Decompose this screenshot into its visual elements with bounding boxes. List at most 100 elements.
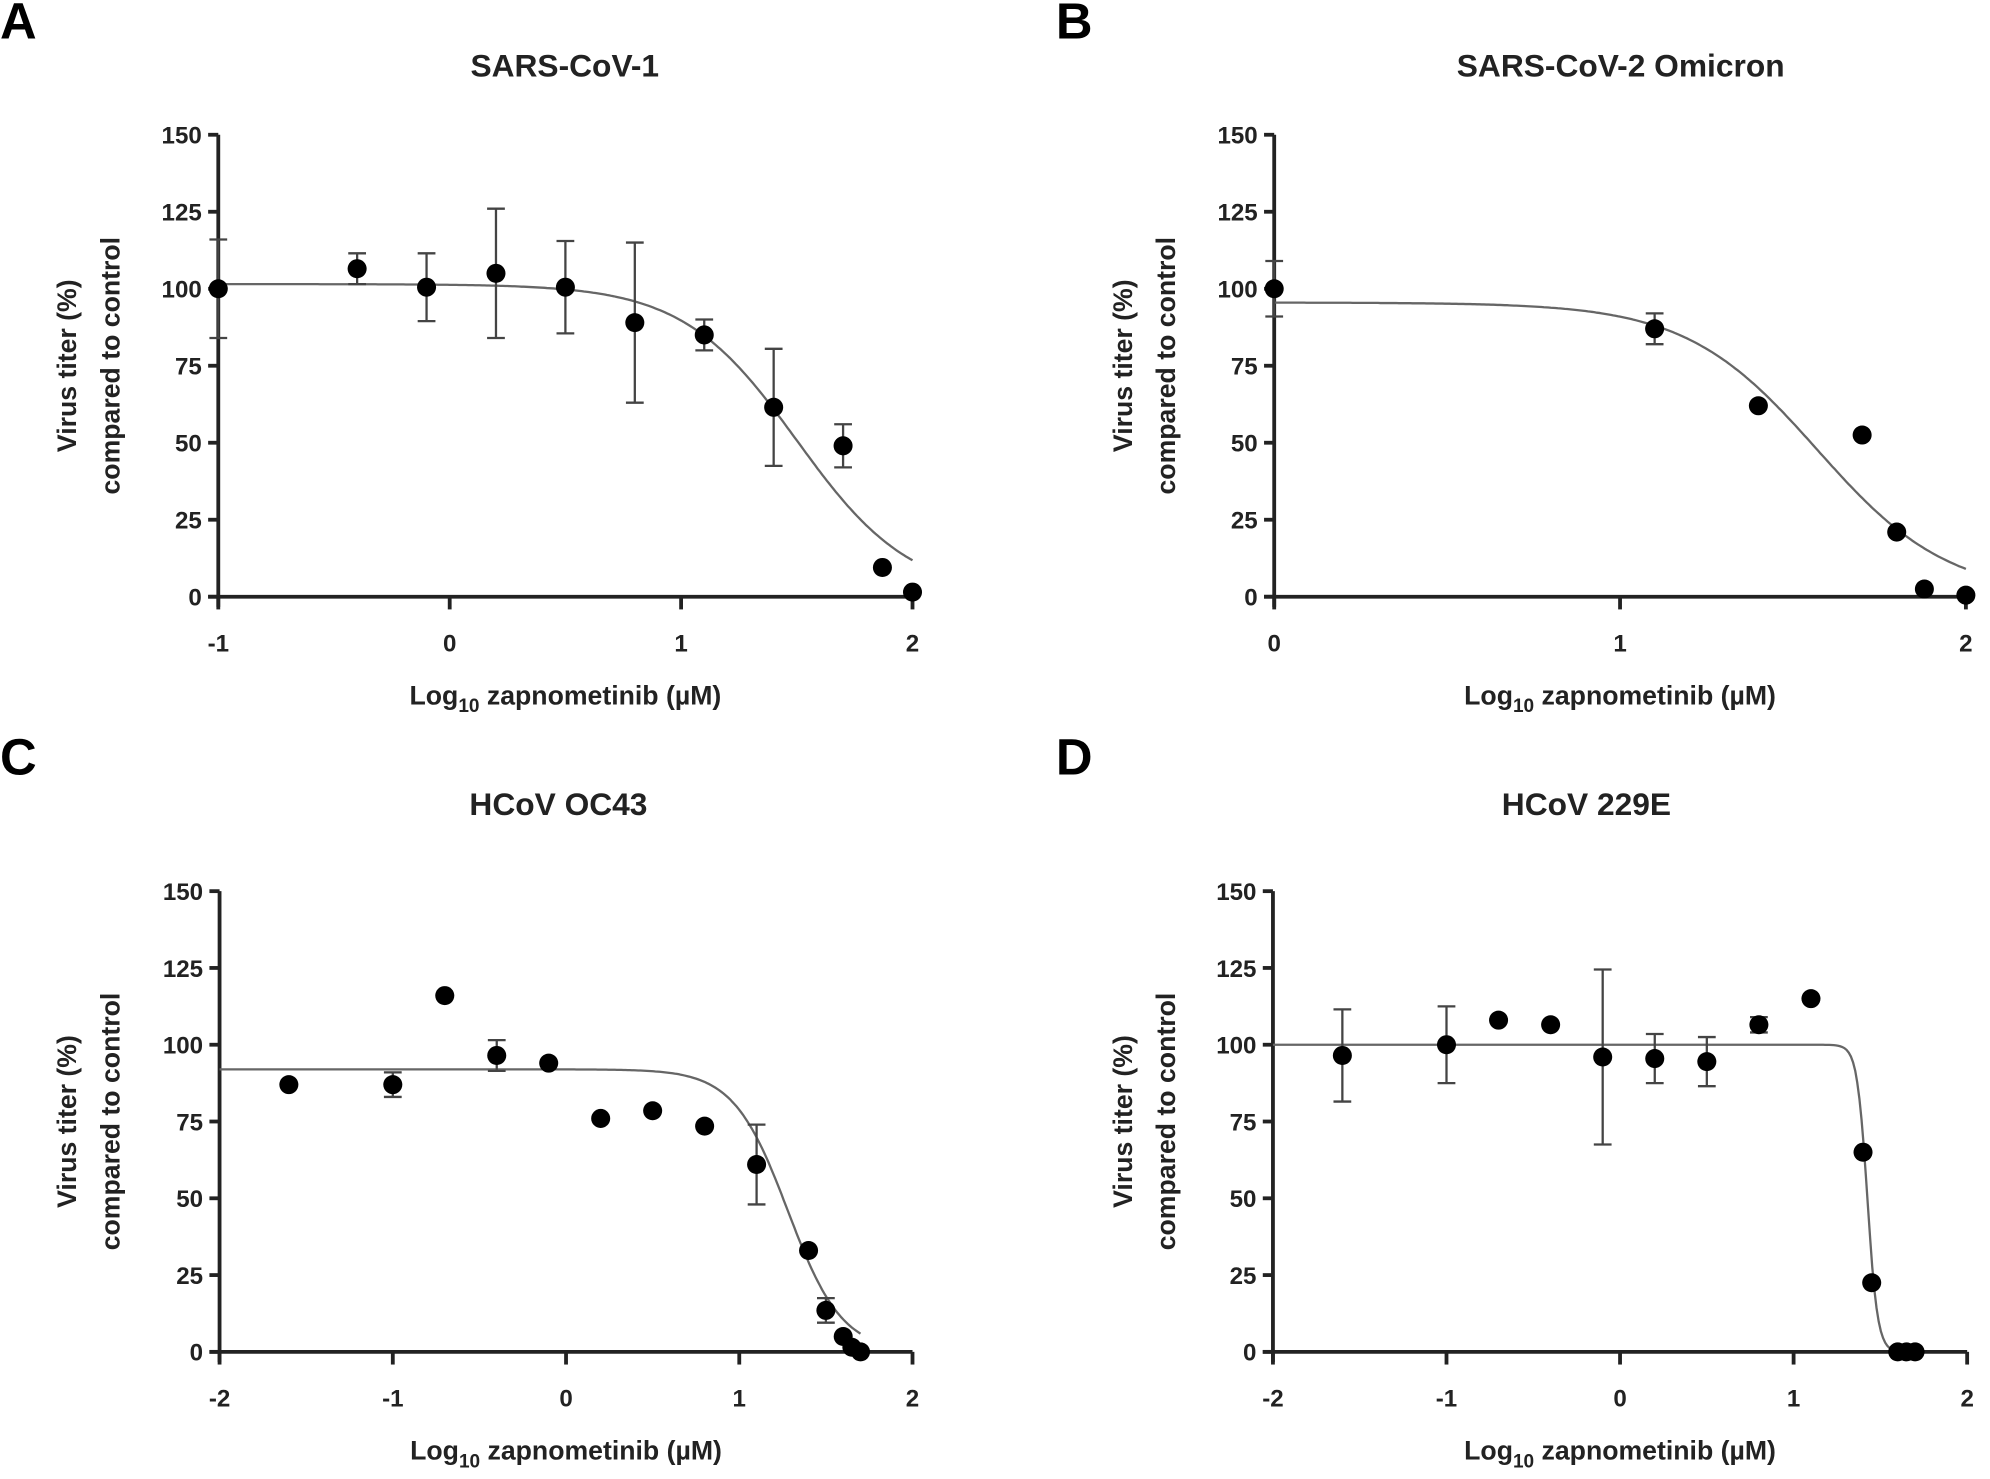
y-tick-label: 150 <box>1216 879 1256 906</box>
y-tick-label: 150 <box>1217 123 1257 150</box>
data-point <box>1593 1047 1613 1067</box>
y-tick-label: 25 <box>1231 508 1258 535</box>
data-point <box>872 557 892 577</box>
y-tick-label: 25 <box>175 508 202 535</box>
x-label-rest: zapnometinib (µM) <box>1534 1436 1776 1466</box>
data-point <box>851 1342 871 1362</box>
y-tick-label: 125 <box>163 956 203 983</box>
y-tick-label: 0 <box>190 1340 203 1367</box>
data-point <box>1645 1049 1665 1069</box>
data-point <box>487 1045 507 1065</box>
x-tick-label: 0 <box>1613 1385 1626 1412</box>
data-point <box>1436 1035 1457 1055</box>
x-axis-label: Log10 zapnometinib (µM) <box>410 1436 722 1473</box>
data-point <box>1645 319 1665 339</box>
x-axis-label: Log10 zapnometinib (µM) <box>1464 681 1776 718</box>
x-tick-label: 1 <box>1787 1385 1800 1412</box>
data-point <box>1749 1015 1769 1035</box>
x-tick-label: 2 <box>906 630 919 657</box>
y-axis-label-line1: Virus titer (%) <box>1108 279 1138 452</box>
data-point <box>417 277 437 297</box>
data-point <box>208 279 228 299</box>
chart-title: SARS-CoV-1 <box>470 47 659 83</box>
panel-letter: B <box>1056 0 1093 49</box>
y-tick-label: 25 <box>1230 1263 1257 1290</box>
chart-title: HCoV 229E <box>1502 786 1671 822</box>
panel-D: D HCoV 229E 0 25 50 75 100 125 150 -2 -1 0 1 2 Log10 z… <box>1056 728 1974 1472</box>
y-tick-label: 125 <box>162 200 202 227</box>
fit-curve <box>1274 301 1967 570</box>
chart-title: SARS-CoV-2 Omicron <box>1457 47 1785 83</box>
data-point <box>591 1108 611 1128</box>
data-point <box>695 1116 715 1136</box>
y-tick-label: 75 <box>175 354 202 381</box>
y-axis-label-line1: Virus titer (%) <box>1108 1035 1138 1208</box>
y-tick-label: 75 <box>176 1109 203 1136</box>
data-point <box>694 325 714 345</box>
y-tick-label: 125 <box>1216 956 1256 983</box>
x-label-subscript: 10 <box>458 696 479 717</box>
x-tick-label: 2 <box>906 1385 919 1412</box>
y-tick-label: 125 <box>1217 200 1257 227</box>
y-tick-label: 150 <box>163 879 203 906</box>
y-tick-label: 0 <box>188 585 201 612</box>
x-tick-label: 2 <box>1960 1385 1973 1412</box>
x-label-main: Log <box>410 681 459 711</box>
y-axis-label-line1: Virus titer (%) <box>52 279 82 452</box>
data-point <box>1905 1342 1925 1362</box>
panel-C: C HCoV OC43 0 25 50 75 100 125 150 -2 -1 0 1 2 Log10 z… <box>0 728 919 1472</box>
data-point <box>1887 522 1907 542</box>
y-tick-label: 50 <box>1231 431 1258 458</box>
fit-curve <box>1272 1043 1916 1353</box>
y-tick-label: 50 <box>175 431 202 458</box>
y-tick-label: 75 <box>1230 1109 1257 1136</box>
data-point <box>625 313 645 333</box>
x-tick-label: 0 <box>559 1385 572 1412</box>
data-point <box>486 263 506 283</box>
data-point <box>383 1075 403 1095</box>
x-axis-label: Log10 zapnometinib (µM) <box>410 681 722 718</box>
x-tick-label: 0 <box>443 630 456 657</box>
x-tick-label: -1 <box>1436 1385 1457 1412</box>
data-point <box>643 1101 663 1121</box>
data-point <box>1697 1052 1717 1072</box>
x-tick-label: 1 <box>674 630 687 657</box>
x-tick-label: 2 <box>1959 630 1972 657</box>
data-point <box>555 277 575 297</box>
data-point <box>1956 585 1976 605</box>
x-label-subscript: 10 <box>1513 1451 1534 1472</box>
data-point <box>1853 1142 1873 1162</box>
panel-letter: A <box>0 0 37 49</box>
data-point <box>1862 1273 1882 1293</box>
x-tick-label: -2 <box>1262 1385 1283 1412</box>
x-label-main: Log <box>1464 1436 1513 1466</box>
y-tick-label: 0 <box>1244 585 1257 612</box>
y-tick-label: 50 <box>1230 1186 1257 1213</box>
data-point <box>764 397 784 417</box>
y-axis-label-line2: compared to control <box>95 993 125 1251</box>
data-point <box>747 1154 767 1175</box>
data-point <box>816 1300 836 1320</box>
x-tick-label: 0 <box>1267 630 1280 657</box>
x-label-subscript: 10 <box>459 1451 480 1472</box>
data-point <box>347 259 367 279</box>
x-tick-label: 1 <box>1613 630 1626 657</box>
y-axis-label-line2: compared to control <box>95 237 125 495</box>
y-tick-label: 0 <box>1243 1340 1256 1367</box>
data-point <box>833 436 853 456</box>
data-point <box>1264 279 1284 299</box>
x-tick-label: -1 <box>382 1385 403 1412</box>
data-point <box>279 1075 299 1095</box>
y-axis-label-line2: compared to control <box>1151 993 1181 1251</box>
y-tick-label: 150 <box>162 123 202 150</box>
x-label-rest: zapnometinib (µM) <box>1534 681 1776 711</box>
x-label-rest: zapnometinib (µM) <box>480 681 722 711</box>
data-point <box>1332 1045 1352 1065</box>
x-label-main: Log <box>410 1436 459 1466</box>
data-point <box>1852 425 1872 445</box>
panel-letter: D <box>1056 728 1093 785</box>
data-point <box>435 986 455 1006</box>
panel-letter: C <box>0 728 37 785</box>
panel-B: B SARS-CoV-2 Omicron 0 25 50 75 100 125 150 0 1 2 Lo… <box>1056 0 1976 718</box>
